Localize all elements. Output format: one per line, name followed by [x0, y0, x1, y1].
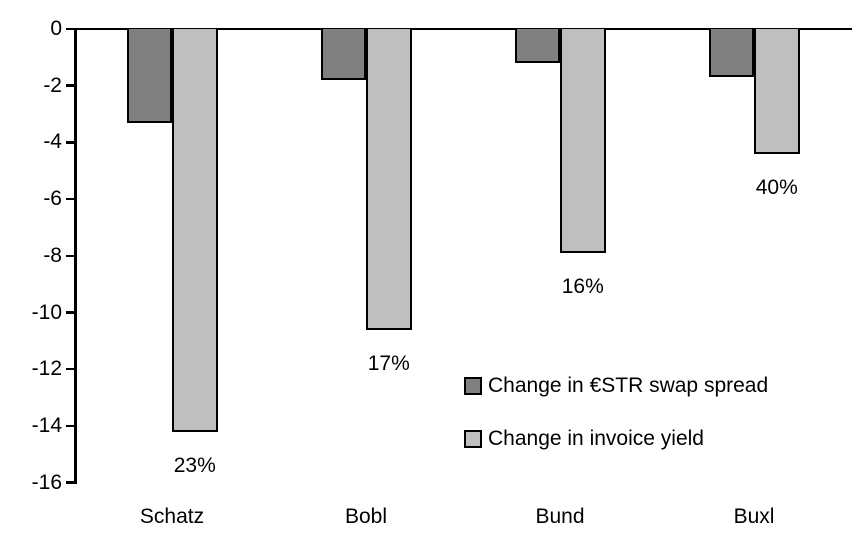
- bar-change-in-str-swap-spread-schatz: [126, 29, 172, 123]
- bar-change-in-invoice-yield-schatz: [172, 29, 218, 432]
- y-tick-label: -2: [43, 73, 62, 97]
- x-category-label-bund: Bund: [535, 505, 585, 528]
- bar-change-in-invoice-yield-bobl: [366, 29, 412, 330]
- y-tick: [66, 254, 74, 258]
- bar-change-in-str-swap-spread-bobl: [320, 29, 366, 81]
- y-tick-label: -12: [31, 357, 62, 381]
- y-tick: [66, 424, 74, 428]
- bar-change-in-str-swap-spread-buxl: [708, 29, 754, 78]
- x-category-label-buxl: Buxl: [733, 505, 775, 528]
- y-tick-label: -14: [31, 413, 62, 437]
- bar-change-in-str-swap-spread-bund: [514, 29, 560, 64]
- x-category-label-schatz: Schatz: [139, 505, 205, 528]
- bar-value-label-bobl: 17%: [367, 351, 410, 375]
- y-tick: [66, 197, 74, 201]
- y-tick: [66, 84, 74, 87]
- legend: Change in €STR swap spread Change in inv…: [464, 374, 768, 480]
- legend-item-swap-spread: Change in €STR swap spread: [464, 374, 768, 398]
- y-axis-line: [74, 27, 77, 484]
- y-tick: [66, 27, 74, 31]
- legend-label-swap-spread: Change in €STR swap spread: [488, 374, 769, 397]
- bar-value-label-bund: 16%: [561, 274, 604, 298]
- y-tick: [66, 311, 74, 314]
- y-tick-label: -16: [31, 470, 62, 494]
- y-tick-label: -10: [31, 300, 62, 324]
- y-tick: [66, 141, 74, 144]
- y-tick: [66, 367, 74, 371]
- y-tick-label: -6: [43, 187, 62, 211]
- legend-label-invoice-yield: Change in invoice yield: [488, 427, 704, 450]
- y-tick: [66, 481, 74, 484]
- legend-item-invoice-yield: Change in invoice yield: [464, 427, 768, 451]
- x-category-label-bobl: Bobl: [344, 505, 388, 528]
- y-tick-label: 0: [50, 17, 62, 40]
- y-tick-label: -8: [43, 243, 62, 267]
- x-axis-line: [74, 27, 852, 31]
- legend-swatch-invoice-yield-icon: [464, 430, 482, 448]
- bar-change-in-invoice-yield-buxl: [754, 29, 800, 154]
- bar-value-label-schatz: 23%: [173, 453, 216, 477]
- bar-value-label-buxl: 40%: [755, 175, 798, 199]
- bar-change-in-invoice-yield-bund: [560, 29, 606, 253]
- y-tick-label: -4: [43, 130, 62, 154]
- legend-swatch-swap-spread-icon: [464, 377, 482, 395]
